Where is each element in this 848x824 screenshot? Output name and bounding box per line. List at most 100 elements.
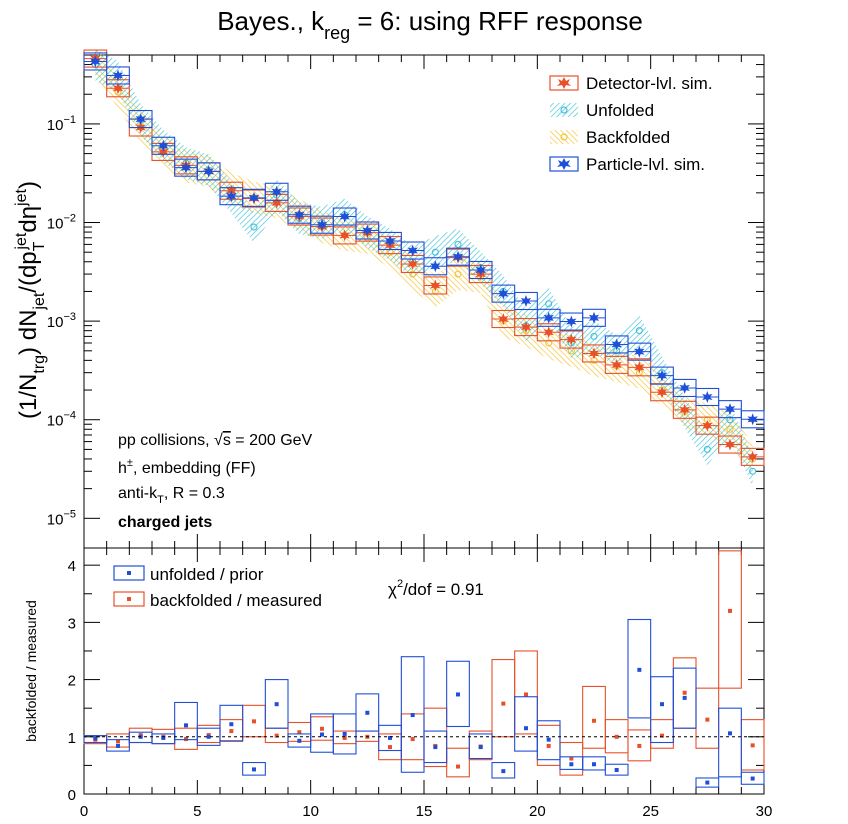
legend-detector-box <box>549 75 579 91</box>
particle-point <box>588 311 600 324</box>
unfolded-prior-point <box>161 735 166 740</box>
top-data-layer <box>83 44 765 488</box>
particle-point <box>452 250 464 263</box>
top-y-tick-label: 10−2 <box>47 213 76 233</box>
unfolded-prior-point <box>410 713 415 718</box>
detector-point <box>702 419 713 432</box>
particle-point <box>656 369 668 382</box>
bottom-y-tick-label: 0 <box>68 787 76 804</box>
particle-point <box>679 381 690 394</box>
unfolded-point <box>635 327 643 335</box>
legend-entry-backfolded: Backfolded <box>550 128 670 147</box>
particle-point <box>180 161 192 174</box>
unfolded-prior-point <box>569 762 574 767</box>
legend-particle-label: Particle-lvl. sim. <box>586 155 705 174</box>
top-y-axis-label: (1/Ntrg) dNjet/(dpTjetdηjet) <box>13 181 48 419</box>
particle-point <box>135 113 146 126</box>
backfolded-measured-point <box>184 737 188 742</box>
backfolded-measured-box <box>718 550 742 689</box>
unfolded-prior-point <box>456 692 460 697</box>
particle-point <box>248 191 260 204</box>
unfolded-prior-box <box>582 756 606 771</box>
particle-point <box>702 391 713 403</box>
unfolded-prior-box <box>400 656 425 773</box>
backfolded-measured-point <box>456 764 460 769</box>
detector-point <box>158 145 169 158</box>
unfolded-prior-box <box>604 763 629 776</box>
detector-point <box>724 438 736 451</box>
backfolded-measured-point <box>750 743 755 748</box>
detector-point <box>747 450 758 463</box>
legend-backfolded-label: Backfolded <box>586 128 670 147</box>
legend-entry-unfolded-prior: unfolded / prior <box>113 565 264 584</box>
annotation-charged-jets: charged jets <box>118 514 212 531</box>
particle-point <box>112 69 124 82</box>
backfolded-measured-point <box>637 743 642 748</box>
bottom-x-tick-label: 20 <box>529 803 546 820</box>
backfolded-point <box>454 270 462 278</box>
bottom-y-tick-label: 4 <box>68 558 76 575</box>
unfolded-prior-point <box>660 702 664 707</box>
unfolded-prior-point <box>116 743 120 748</box>
annotation-block: pp collisions, √s = 200 GeV h±, embeddin… <box>118 432 313 531</box>
backfolded-measured-box <box>491 659 516 738</box>
unfolded-prior-box <box>83 735 108 744</box>
legend-entry-detector: Detector-lvl. sim. <box>549 74 713 93</box>
unfolded-point <box>431 248 439 256</box>
unfolded-prior-point <box>184 723 188 728</box>
unfolded-prior-box <box>106 739 130 752</box>
particle-point <box>339 210 350 223</box>
legend-unfolded-prior-label: unfolded / prior <box>150 565 264 584</box>
unfolded-prior-point <box>637 667 642 672</box>
unfolded-point <box>726 416 734 424</box>
annotation-embedding: h±, embedding (FF) <box>118 457 256 477</box>
chart-title: Bayes., kreg = 6: using RFF response <box>217 6 643 43</box>
bottom-y-tick-label: 2 <box>68 673 76 690</box>
unfolded-prior-point <box>728 731 732 736</box>
particle-point <box>475 264 486 276</box>
bottom-x-tick-label: 0 <box>80 803 88 820</box>
legend-entry-unfolded: Unfolded <box>550 101 654 120</box>
unfolded-prior-point <box>478 745 483 750</box>
particle-point <box>226 190 237 203</box>
backfolded-measured-box <box>514 650 538 735</box>
unfolded-point <box>545 300 553 308</box>
particle-point <box>634 345 645 358</box>
detector-point <box>679 403 690 416</box>
legend-unfolded-prior-box <box>113 565 145 581</box>
unfolded-prior-box <box>264 679 289 729</box>
detector-point <box>112 82 124 95</box>
unfolded-prior-box <box>174 701 198 741</box>
unfolded-prior-point <box>501 769 506 774</box>
unfolded-prior-point <box>750 776 755 781</box>
unfolded-prior-box <box>468 733 493 760</box>
detector-point <box>566 333 577 346</box>
backfolded-measured-point <box>320 726 324 731</box>
unfolded-prior-point <box>433 745 438 750</box>
backfolded-point <box>409 270 417 278</box>
backfolded-measured-point <box>274 733 279 738</box>
particle-point <box>430 260 441 273</box>
unfolded-prior-box <box>332 713 357 755</box>
bottom-x-tick-label: 10 <box>302 803 319 820</box>
chi2-label: χ2/dof = 0.91 <box>388 578 484 599</box>
bottom-y-tick-label: 1 <box>68 730 76 747</box>
unfolded-prior-box <box>355 693 380 732</box>
detector-point <box>271 196 282 209</box>
unfolded-prior-point <box>592 762 596 767</box>
unfolded-prior-point <box>252 767 256 772</box>
particle-point <box>294 208 305 221</box>
unfolded-prior-box <box>514 696 538 752</box>
bottom-x-tick-label: 15 <box>416 803 433 820</box>
particle-point <box>747 413 758 426</box>
unfolded-prior-box <box>423 730 448 764</box>
backfolded-measured-point <box>116 739 120 744</box>
top-y-tick-label: 10−3 <box>47 311 76 331</box>
backfolded-point <box>545 339 553 347</box>
particle-point <box>362 224 373 237</box>
backfolded-measured-point <box>229 729 234 734</box>
unfolded-prior-box <box>491 761 516 779</box>
legend-backfolded-measured-label: backfolded / measured <box>150 591 322 610</box>
unfolded-prior-box <box>718 707 742 778</box>
top-legend: Detector-lvl. sim. Unfolded Backfolded P… <box>549 74 713 174</box>
